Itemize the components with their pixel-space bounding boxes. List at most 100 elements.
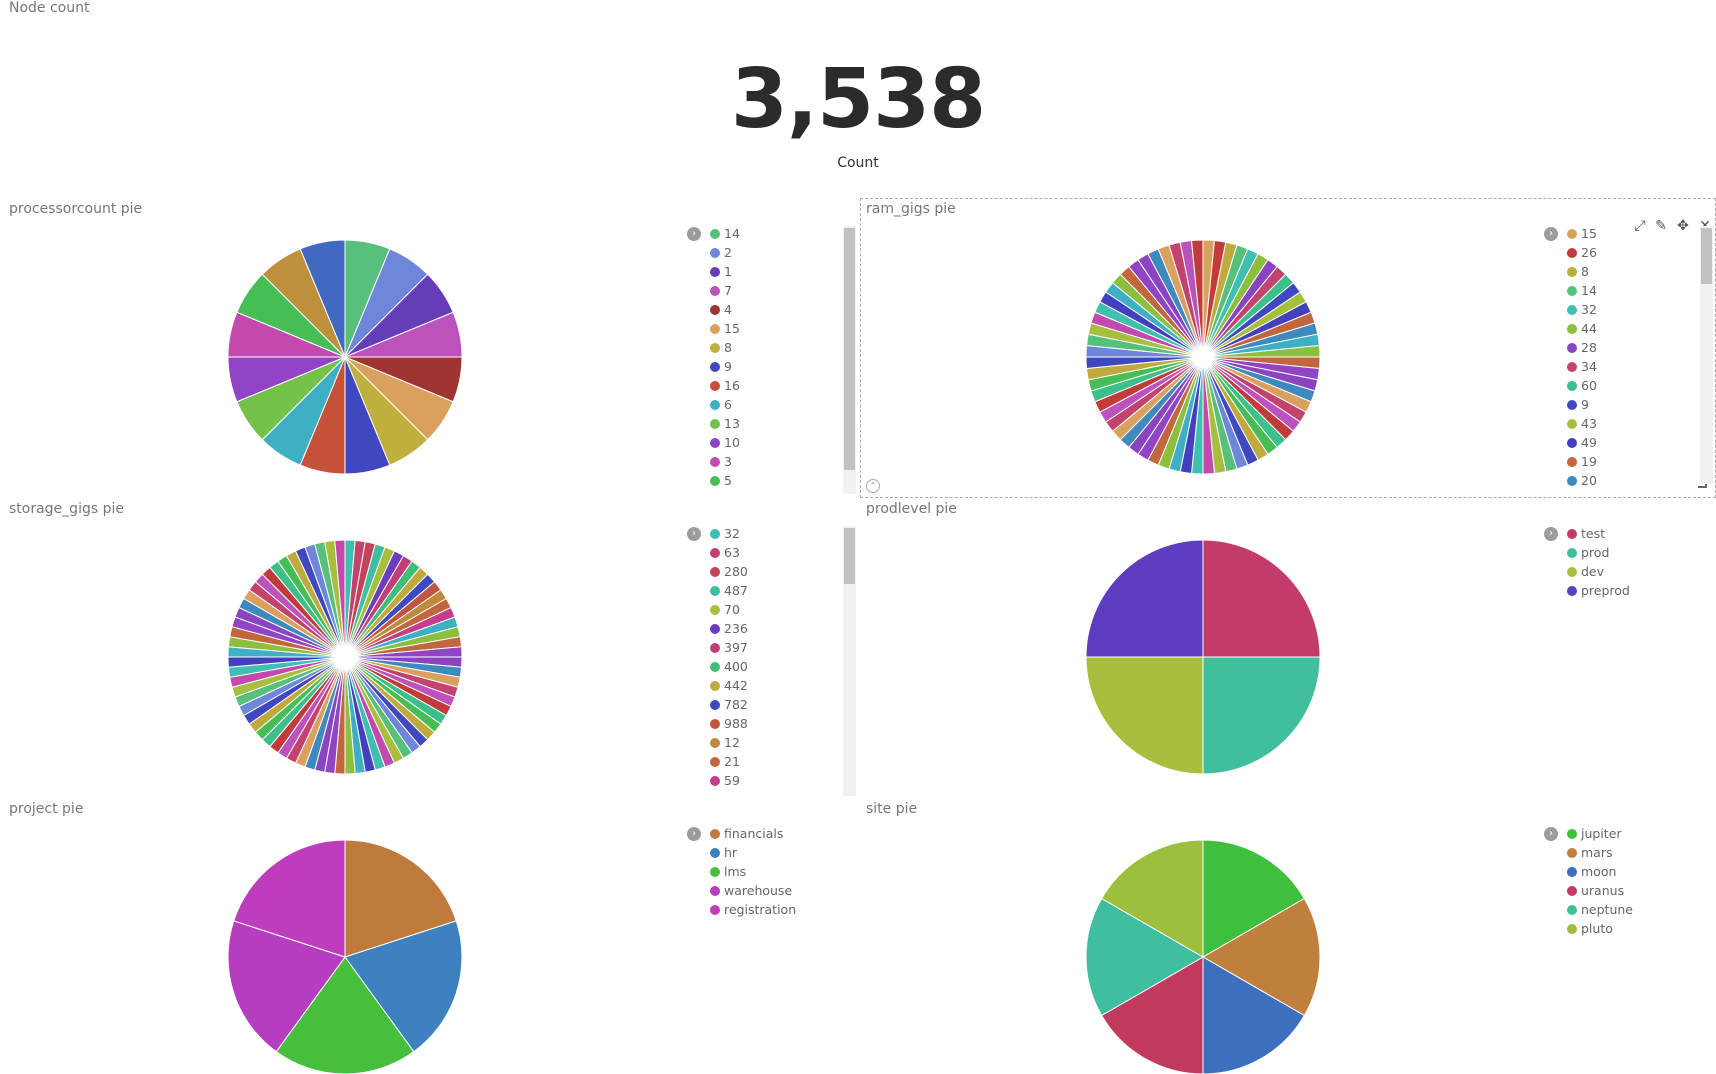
legend-label: 9: [1581, 397, 1589, 412]
fullscreen-icon[interactable]: ⤢: [1634, 218, 1646, 234]
legend-item[interactable]: jupiter: [1567, 824, 1622, 843]
legend-item[interactable]: 49: [1567, 433, 1597, 452]
legend-toggle-icon[interactable]: ›: [687, 227, 701, 241]
pie-slice[interactable]: [1202, 656, 1321, 775]
legend-item[interactable]: 44: [1567, 319, 1597, 338]
legend-item[interactable]: 20: [1567, 471, 1597, 490]
legend-toggle-icon[interactable]: ›: [1544, 527, 1558, 541]
legend-item[interactable]: 70: [710, 600, 740, 619]
legend-item[interactable]: 400: [710, 657, 748, 676]
legend-label: 9: [724, 359, 732, 374]
legend-item[interactable]: 487: [710, 581, 748, 600]
legend-item[interactable]: 28: [1567, 338, 1597, 357]
legend-item[interactable]: 14: [710, 224, 740, 243]
legend-item[interactable]: 13: [710, 414, 740, 433]
legend-item[interactable]: 26: [1567, 243, 1597, 262]
legend-dot-icon: [1567, 548, 1577, 558]
legend-scrollbar[interactable]: [843, 526, 856, 796]
scroll-thumb[interactable]: [844, 228, 855, 470]
legend-item[interactable]: preprod: [1567, 581, 1630, 600]
legend-item[interactable]: 15: [710, 319, 740, 338]
legend-item[interactable]: 32: [710, 524, 740, 543]
legend-dot-icon: [710, 719, 720, 729]
legend-item[interactable]: hr: [710, 843, 737, 862]
storage-gigs-pie-title: storage_gigs pie: [9, 501, 124, 517]
legend-item[interactable]: 1: [710, 262, 732, 281]
legend-scrollbar[interactable]: [1700, 226, 1713, 484]
pie-slice[interactable]: [1190, 239, 1204, 358]
legend-item[interactable]: 397: [710, 638, 748, 657]
legend-item[interactable]: moon: [1567, 862, 1616, 881]
pie-slice[interactable]: [233, 839, 346, 958]
legend-item[interactable]: financials: [710, 824, 783, 843]
legend-dot-icon: [1567, 905, 1577, 915]
pie-slice[interactable]: [299, 239, 346, 358]
legend-item[interactable]: 7: [710, 281, 732, 300]
legend-item[interactable]: 5: [710, 471, 732, 490]
pencil-icon[interactable]: ✎: [1655, 218, 1667, 234]
legend-dot-icon: [710, 286, 720, 296]
legend-item[interactable]: 6: [710, 395, 732, 414]
legend-item[interactable]: prod: [1567, 543, 1609, 562]
legend-item[interactable]: 15: [1567, 224, 1597, 243]
legend-item[interactable]: 442: [710, 676, 748, 695]
pie-slice[interactable]: [1085, 656, 1204, 775]
legend-item[interactable]: 2: [710, 243, 732, 262]
legend-item[interactable]: 34: [1567, 357, 1597, 376]
legend-toggle-icon[interactable]: ›: [687, 827, 701, 841]
legend-item[interactable]: 9: [710, 357, 732, 376]
legend-item[interactable]: 4: [710, 300, 732, 319]
legend-item[interactable]: warehouse: [710, 881, 792, 900]
legend-item[interactable]: 12: [710, 733, 740, 752]
legend-item[interactable]: dev: [1567, 562, 1604, 581]
legend-item[interactable]: 59: [710, 771, 740, 790]
project-legend: financials hr lms warehouse registration: [710, 824, 840, 984]
legend-item[interactable]: registration: [710, 900, 796, 919]
pie-slice[interactable]: [334, 539, 346, 658]
legend-item[interactable]: 19: [1567, 452, 1597, 471]
pie-slice[interactable]: [1202, 539, 1321, 658]
legend-scrollbar[interactable]: [843, 226, 856, 494]
legend-item[interactable]: 8: [1567, 262, 1589, 281]
legend-item[interactable]: 21: [710, 752, 740, 771]
legend-item[interactable]: neptune: [1567, 900, 1633, 919]
pie-slice[interactable]: [1202, 839, 1306, 958]
legend-item[interactable]: 16: [710, 376, 740, 395]
scroll-thumb[interactable]: [844, 528, 855, 584]
pie-slice[interactable]: [1085, 539, 1204, 658]
legend-item[interactable]: 63: [710, 543, 740, 562]
legend-item[interactable]: 14: [1567, 281, 1597, 300]
legend-item[interactable]: 988: [710, 714, 748, 733]
legend-dot-icon: [1567, 476, 1577, 486]
legend-dot-icon: [710, 381, 720, 391]
legend-item[interactable]: 8: [710, 338, 732, 357]
legend-toggle-icon[interactable]: ›: [1544, 227, 1558, 241]
legend-item[interactable]: 60: [1567, 376, 1597, 395]
legend-item[interactable]: lms: [710, 862, 746, 881]
legend-item[interactable]: 9: [1567, 395, 1589, 414]
legend-item[interactable]: 32: [1567, 300, 1597, 319]
legend-label: moon: [1581, 864, 1617, 879]
legend-item[interactable]: 43: [1567, 414, 1597, 433]
pie-slice[interactable]: [344, 839, 457, 958]
legend-toggle-icon[interactable]: ›: [1544, 827, 1558, 841]
legend-item[interactable]: 3: [710, 452, 732, 471]
pie-slice[interactable]: [1100, 839, 1204, 958]
prodlevel-pie-chart: [1085, 539, 1321, 775]
legend-item[interactable]: 236: [710, 619, 748, 638]
legend-item[interactable]: 10: [710, 433, 740, 452]
legend-item[interactable]: 782: [710, 695, 748, 714]
move-icon[interactable]: ✥: [1677, 218, 1689, 234]
legend-item[interactable]: mars: [1567, 843, 1613, 862]
legend-label: 44: [1581, 321, 1597, 336]
metric-label: Count: [837, 155, 879, 171]
legend-item[interactable]: 280: [710, 562, 748, 581]
legend-dot-icon: [710, 548, 720, 558]
legend-item[interactable]: test: [1567, 524, 1605, 543]
collapse-icon[interactable]: ⌃: [866, 479, 880, 493]
legend-item[interactable]: pluto: [1567, 919, 1613, 938]
legend-toggle-icon[interactable]: ›: [687, 527, 701, 541]
legend-dot-icon: [1567, 924, 1577, 934]
legend-item[interactable]: uranus: [1567, 881, 1624, 900]
scroll-thumb[interactable]: [1701, 228, 1712, 284]
